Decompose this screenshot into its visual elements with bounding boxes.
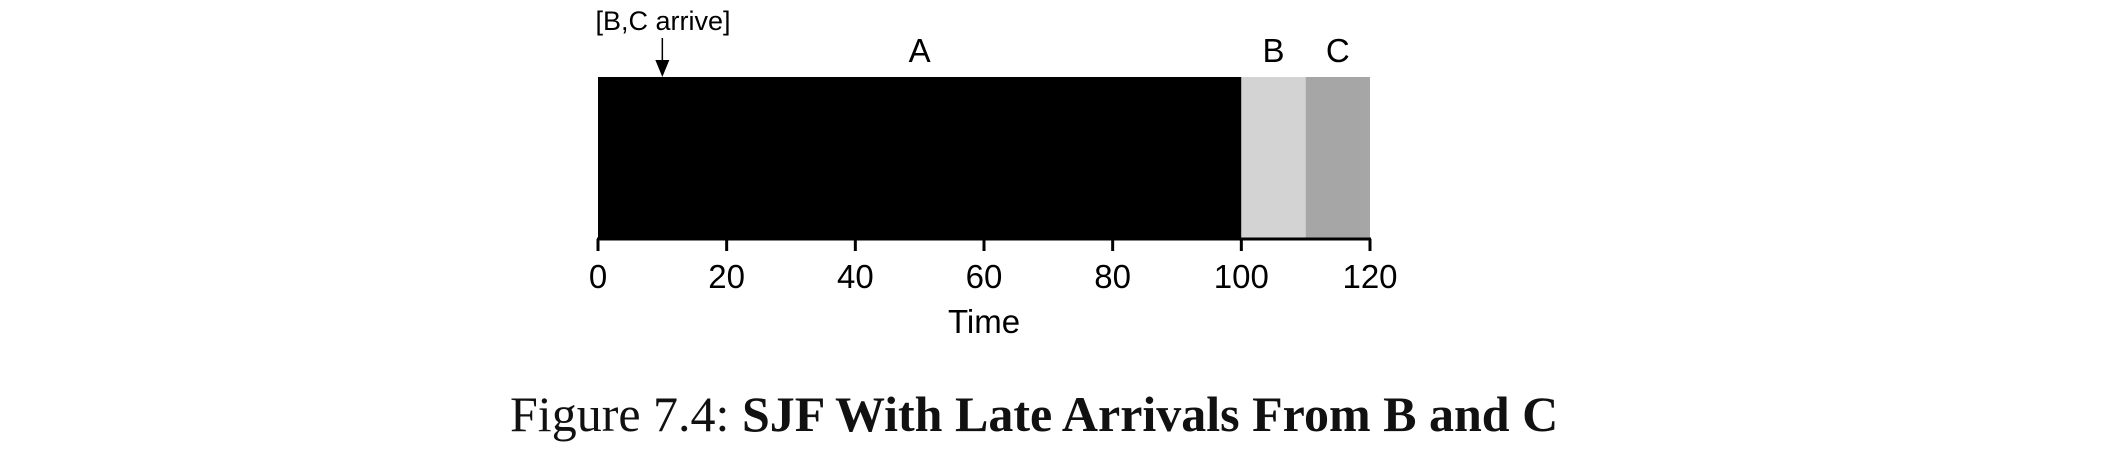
job-label-b: B [1262, 32, 1284, 69]
job-bar-b [1241, 77, 1306, 239]
job-bar-a [598, 77, 1242, 239]
job-label-c: C [1326, 32, 1350, 69]
job-bar-c [1305, 77, 1370, 239]
caption-title: SJF With Late Arrivals From B and C [741, 386, 1559, 442]
tick-label: 0 [589, 258, 607, 295]
annotation-arrow-head [655, 60, 670, 77]
job-bars [598, 77, 1370, 239]
arrival-annotation: [B,C arrive] [595, 6, 731, 77]
time-axis: 0 20 40 60 80 100 120 [589, 237, 1398, 295]
tick-label: 20 [708, 258, 745, 295]
job-labels: A B C [909, 32, 1350, 69]
tick-label: 60 [966, 258, 1003, 295]
tick-label: 80 [1094, 258, 1131, 295]
caption-prefix: Figure 7.4: [510, 386, 730, 442]
tick-label: 120 [1342, 258, 1397, 295]
tick-label: 100 [1214, 258, 1269, 295]
x-axis-label: Time [948, 303, 1020, 340]
job-label-a: A [909, 32, 931, 69]
annotation-label: [B,C arrive] [595, 6, 730, 36]
tick-label: 40 [837, 258, 874, 295]
